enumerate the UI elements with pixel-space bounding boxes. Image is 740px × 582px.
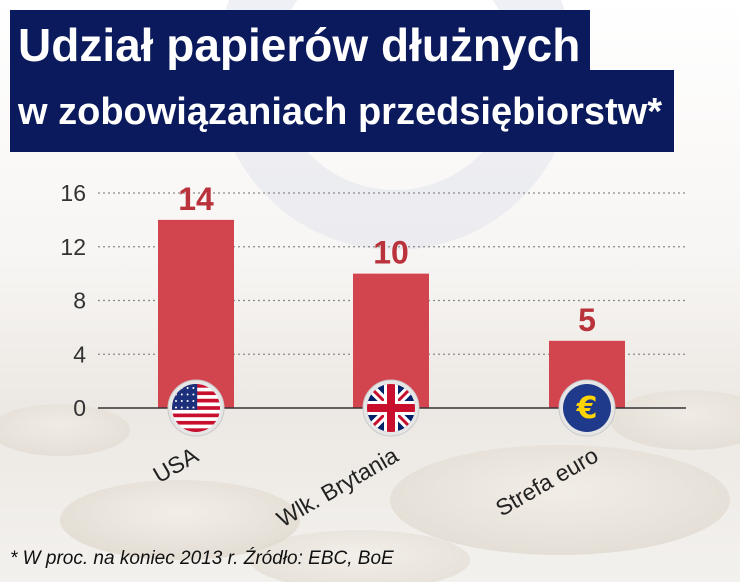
bars: 14 10 5 — [158, 181, 625, 408]
x-category-label: Strefa euro — [491, 442, 603, 521]
value-label: 10 — [373, 235, 409, 271]
bar — [158, 219, 234, 408]
usa-flag-icon — [167, 379, 225, 437]
euro-symbol-text: € — [576, 391, 598, 426]
value-label: 5 — [578, 302, 596, 338]
chart-title-line-1: Udział papierów dłużnych — [10, 10, 591, 80]
y-axis: 0 4 8 12 16 — [60, 180, 86, 421]
bar-chart: 0 4 8 12 16 14 10 5 € USA Wlk. Brytania Strefa e… — [60, 180, 686, 532]
y-tick-label: 8 — [73, 288, 86, 314]
y-tick-label: 12 — [60, 234, 86, 260]
chart-title-line-2: w zobowiązaniach przedsiębiorstw* — [10, 70, 675, 152]
footnote: * W proc. na koniec 2013 r. Źródło: EBC,… — [10, 548, 394, 569]
x-category-label: USA — [149, 441, 204, 487]
value-label: 14 — [178, 181, 214, 217]
y-tick-label: 0 — [73, 395, 86, 421]
euro-symbol-icon: € — [558, 379, 616, 437]
category-icons: € — [167, 379, 616, 437]
y-tick-label: 4 — [73, 341, 86, 367]
y-tick-label: 16 — [60, 180, 86, 206]
uk-flag-icon — [362, 379, 420, 437]
x-category-label: Wlk. Brytania — [272, 442, 403, 532]
category-labels: USA Wlk. Brytania Strefa euro — [149, 441, 603, 532]
